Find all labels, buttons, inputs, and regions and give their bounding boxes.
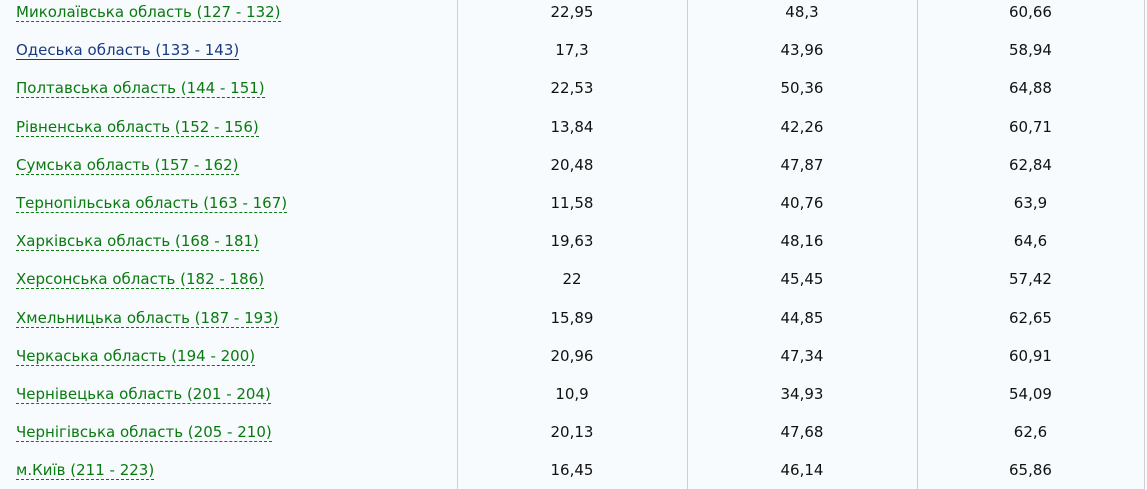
value-cell-v1: 10,9 [457, 374, 688, 414]
region-cell: Харківська область (168 - 181) [0, 222, 458, 261]
value-cell-v3: 57,42 [917, 260, 1145, 299]
value-cell-v3: 63,9 [917, 183, 1145, 223]
region-link[interactable]: Харківська область (168 - 181) [16, 232, 259, 252]
value-cell-v1: 17,3 [457, 31, 688, 70]
region-link[interactable]: Рівненська область (152 - 156) [16, 117, 259, 137]
value-cell-v2: 44,85 [687, 298, 918, 337]
value-cell-v2: 42,26 [687, 107, 918, 146]
table-row: Тернопільська область (163 - 167) 11,58 40… [0, 183, 1145, 223]
region-cell: м.Київ (211 - 223) [0, 451, 458, 490]
table-row: Сумська область (157 - 162) 20,48 47,87 62,… [0, 145, 1145, 184]
value-cell-v3: 62,6 [917, 413, 1145, 452]
region-link[interactable]: Чернігівська область (205 - 210) [16, 423, 272, 443]
region-link[interactable]: Хмельницька область (187 - 193) [16, 308, 279, 328]
region-cell: Тернопільська область (163 - 167) [0, 183, 458, 223]
table-row: Чернівецька область (201 - 204) 10,9 34,93… [0, 374, 1145, 414]
value-cell-v2: 46,14 [687, 451, 918, 490]
value-cell-v2: 47,87 [687, 145, 918, 184]
table-row: Чернігівська область (205 - 210) 20,13 47,… [0, 413, 1145, 452]
value-cell-v3: 58,94 [917, 31, 1145, 70]
value-cell-v3: 54,09 [917, 374, 1145, 414]
value-cell-v2: 47,68 [687, 413, 918, 452]
region-link[interactable]: Полтавська область (144 - 151) [16, 79, 265, 99]
region-cell: Черкаська область (194 - 200) [0, 336, 458, 375]
value-cell-v3: 64,6 [917, 222, 1145, 261]
table-row: Херсонська область (182 - 186) 22 45,45 57,… [0, 260, 1145, 299]
value-cell-v3: 60,91 [917, 336, 1145, 375]
value-cell-v1: 22 [457, 260, 688, 299]
value-cell-v2: 50,36 [687, 69, 918, 108]
value-cell-v2: 34,93 [687, 374, 918, 414]
value-cell-v1: 19,63 [457, 222, 688, 261]
value-cell-v3: 65,86 [917, 451, 1145, 490]
region-cell: Хмельницька область (187 - 193) [0, 298, 458, 337]
value-cell-v1: 22,53 [457, 69, 688, 108]
region-cell: Одеська область (133 - 143) [0, 31, 458, 70]
region-cell: Чернівецька область (201 - 204) [0, 374, 458, 414]
table-row: Хмельницька область (187 - 193) 15,89 44,8… [0, 298, 1145, 337]
region-link[interactable]: Миколаївська область (127 - 132) [16, 3, 281, 23]
table-row: Полтавська область (144 - 151) 22,53 50,36… [0, 69, 1145, 108]
value-cell-v2: 48,16 [687, 222, 918, 261]
region-link[interactable]: Чернівецька область (201 - 204) [16, 384, 271, 404]
region-cell: Чернігівська область (205 - 210) [0, 413, 458, 452]
region-cell: Рівненська область (152 - 156) [0, 107, 458, 146]
value-cell-v1: 13,84 [457, 107, 688, 146]
value-cell-v3: 62,65 [917, 298, 1145, 337]
region-cell: Херсонська область (182 - 186) [0, 260, 458, 299]
value-cell-v2: 43,96 [687, 31, 918, 70]
region-link[interactable]: Херсонська область (182 - 186) [16, 270, 265, 290]
region-link[interactable]: м.Київ (211 - 223) [16, 461, 155, 481]
table-row: Рівненська область (152 - 156) 13,84 42,26… [0, 107, 1145, 146]
value-cell-v1: 16,45 [457, 451, 688, 490]
value-cell-v2: 48,3 [687, 0, 918, 32]
value-cell-v1: 20,48 [457, 145, 688, 184]
region-link[interactable]: Черкаська область (194 - 200) [16, 346, 256, 366]
value-cell-v3: 62,84 [917, 145, 1145, 184]
value-cell-v2: 40,76 [687, 183, 918, 223]
table-row: м.Київ (211 - 223) 16,45 46,14 65,86 [0, 451, 1145, 490]
value-cell-v1: 15,89 [457, 298, 688, 337]
table-row: Черкаська область (194 - 200) 20,96 47,34 6… [0, 336, 1145, 375]
region-link[interactable]: Сумська область (157 - 162) [16, 155, 239, 175]
value-cell-v2: 45,45 [687, 260, 918, 299]
table-row: Одеська область (133 - 143) 17,3 43,96 58,9… [0, 31, 1145, 70]
value-cell-v1: 11,58 [457, 183, 688, 223]
region-link[interactable]: Тернопільська область (163 - 167) [16, 194, 288, 214]
region-cell: Сумська область (157 - 162) [0, 145, 458, 184]
value-cell-v1: 20,13 [457, 413, 688, 452]
table-row: Харківська область (168 - 181) 19,63 48,16… [0, 222, 1145, 261]
value-cell-v2: 47,34 [687, 336, 918, 375]
value-cell-v3: 60,71 [917, 107, 1145, 146]
region-link[interactable]: Одеська область (133 - 143) [16, 41, 240, 61]
table-row: Миколаївська область (127 - 132) 22,95 48,… [0, 0, 1145, 32]
region-cell: Миколаївська область (127 - 132) [0, 0, 458, 32]
region-cell: Полтавська область (144 - 151) [0, 69, 458, 108]
value-cell-v1: 22,95 [457, 0, 688, 32]
value-cell-v3: 60,66 [917, 0, 1145, 32]
value-cell-v3: 64,88 [917, 69, 1145, 108]
value-cell-v1: 20,96 [457, 336, 688, 375]
